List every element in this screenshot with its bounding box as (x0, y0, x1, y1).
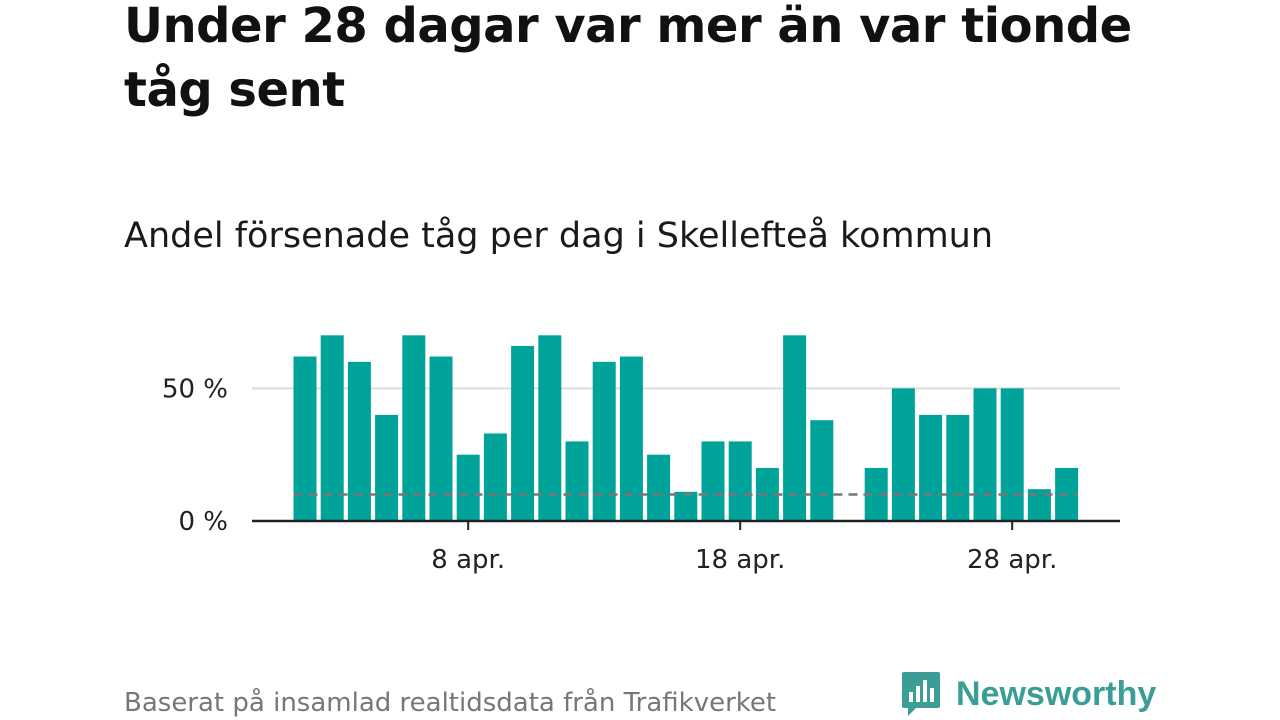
chart-subtitle: Andel försenade tåg per dag i Skellefteå… (124, 216, 994, 256)
bar-apr-29 (1027, 489, 1051, 521)
brand-name: Newsworthy (956, 675, 1157, 713)
bar-apr-27 (973, 388, 997, 521)
bar-chart-speech-bubble-icon (902, 672, 940, 716)
bar-chart: 0 % 50 % 8 apr. 18 apr. 28 apr. (162, 335, 1120, 575)
bar-apr-3 (320, 335, 344, 521)
bar-apr-6 (402, 335, 426, 521)
x-tick-label: 28 apr. (967, 545, 1057, 575)
bar-apr-21 (810, 420, 834, 521)
bar-apr-9 (483, 433, 507, 521)
bar-apr-10 (511, 345, 535, 521)
bar-apr-7 (429, 356, 453, 521)
bar-apr-16 (674, 491, 698, 521)
bar-apr-15 (647, 454, 671, 521)
bar-apr-5 (375, 414, 399, 521)
bar-apr-26 (946, 414, 970, 521)
bar-apr-25 (919, 414, 943, 521)
bar-apr-8 (456, 454, 480, 521)
source-note: Baserat på insamlad realtidsdata från Tr… (124, 688, 777, 718)
y-tick-label: 50 % (162, 374, 228, 404)
bar-apr-24 (891, 388, 915, 521)
chart-title: Under 28 dagar var mer än var tionde tåg… (124, 0, 1132, 118)
x-tick-label: 18 apr. (695, 545, 785, 575)
bar-apr-14 (619, 356, 643, 521)
y-tick-label: 0 % (178, 507, 228, 537)
bar-apr-12 (565, 441, 589, 521)
bar-apr-18 (728, 441, 752, 521)
bar-apr-17 (701, 441, 725, 521)
bar-apr-28 (1000, 388, 1024, 521)
bar-apr-4 (347, 361, 371, 521)
bar-apr-11 (538, 335, 562, 521)
x-tick-label: 8 apr. (431, 545, 505, 575)
bar-apr-13 (592, 361, 616, 521)
bar-apr-2 (293, 356, 317, 521)
bar-apr-23 (864, 467, 888, 521)
bar-apr-20 (783, 335, 807, 521)
brand-logo-group: Newsworthy (900, 670, 1156, 718)
